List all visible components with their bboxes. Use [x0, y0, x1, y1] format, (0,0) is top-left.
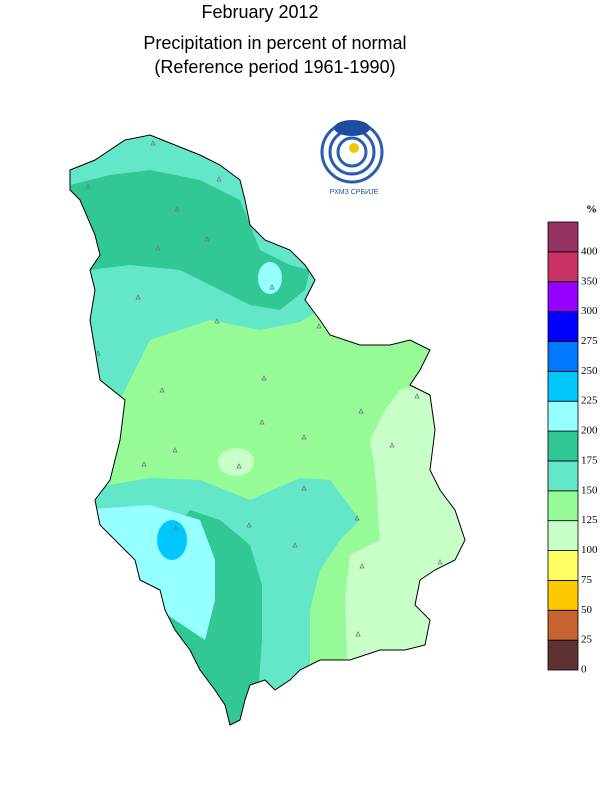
- legend-label: 25: [581, 634, 593, 646]
- legend-swatch: [547, 460, 579, 492]
- legend-swatch: [547, 400, 579, 432]
- legend-swatch: [547, 639, 579, 671]
- legend-swatch: [547, 311, 579, 342]
- legend-swatch: [547, 251, 579, 283]
- legend-label: 125: [581, 514, 598, 526]
- reference-period: (Reference period 1961-1990): [154, 57, 395, 77]
- legend-label: 75: [581, 574, 593, 586]
- legend-swatch: [547, 609, 579, 641]
- legend-label: 200: [581, 425, 598, 437]
- legend-label: 225: [581, 395, 598, 407]
- legend-label: 50: [581, 604, 593, 616]
- legend-swatch: [547, 221, 579, 253]
- legend-swatch: [547, 281, 579, 313]
- legend-swatch: [547, 490, 579, 522]
- logo: РХМЗ СРБИЈЕ: [320, 120, 384, 196]
- stations: [85, 140, 443, 637]
- precipitation-map: [70, 135, 465, 725]
- legend-swatch: [547, 580, 579, 611]
- legend: 0 25 50 75 100 125 150 175 200 225 250 275 300 350 400: [547, 221, 598, 676]
- legend-label: 275: [581, 335, 598, 347]
- legend-label: 300: [581, 305, 598, 317]
- legend-swatch: [547, 370, 579, 402]
- legend-swatch: [547, 430, 579, 462]
- legend-label: 175: [581, 454, 598, 466]
- legend-label: 250: [581, 365, 598, 377]
- legend-label: 400: [581, 245, 598, 257]
- legend-label: 150: [581, 484, 598, 496]
- subtitle: Precipitation in percent of normal: [143, 33, 406, 53]
- title: February 2012: [201, 2, 318, 22]
- logo-text: РХМЗ СРБИЈЕ: [330, 189, 379, 196]
- legend-swatch: [547, 520, 579, 551]
- legend-label: 100: [581, 544, 598, 556]
- legend-swatch: [547, 341, 579, 372]
- legend-label: 350: [581, 275, 598, 287]
- legend-label: 0: [581, 664, 587, 676]
- legend-swatch: [547, 550, 579, 581]
- legend-unit: %: [586, 204, 597, 216]
